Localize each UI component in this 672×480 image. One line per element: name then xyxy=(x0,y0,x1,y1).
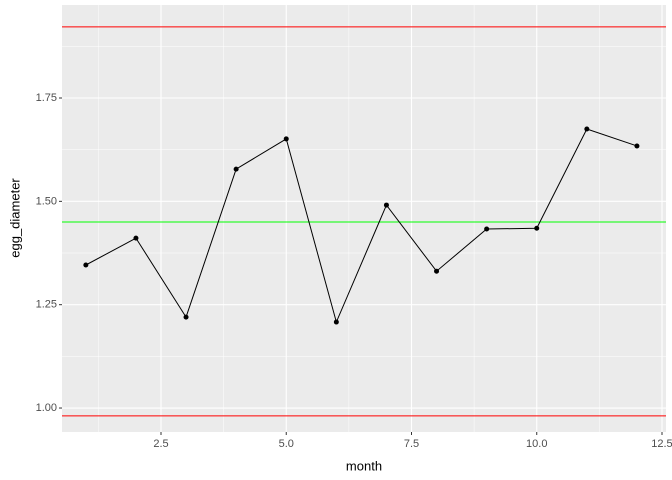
point xyxy=(133,235,139,241)
point xyxy=(333,319,339,325)
x-tick-label: 2.5 xyxy=(153,438,168,450)
line xyxy=(85,128,638,324)
x-tick-label: 12.5 xyxy=(651,438,672,450)
point xyxy=(584,126,590,132)
point xyxy=(233,166,239,172)
point xyxy=(534,225,540,231)
x-axis-title: month xyxy=(346,458,382,473)
y-tick-label: 1.50 xyxy=(36,195,57,207)
y-tick-label: 1.00 xyxy=(36,402,57,414)
point xyxy=(383,202,389,208)
y-axis-title: egg_diameter xyxy=(7,178,22,258)
point xyxy=(183,314,189,320)
x-tick-label: 7.5 xyxy=(404,438,419,450)
point xyxy=(634,143,640,149)
x-tick-label: 10.0 xyxy=(526,438,547,450)
point xyxy=(434,268,440,274)
point xyxy=(83,262,89,268)
panel xyxy=(62,5,666,432)
y-tick-label: 1.75 xyxy=(36,92,57,104)
point xyxy=(283,136,289,142)
point xyxy=(484,226,490,232)
x-tick-label: 5.0 xyxy=(279,438,294,450)
y-tick-label: 1.25 xyxy=(36,299,57,311)
